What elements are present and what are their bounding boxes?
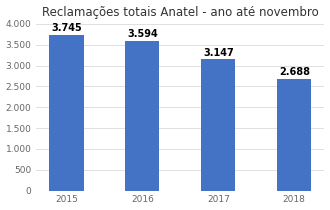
Text: 3.745: 3.745 [51,23,82,33]
Bar [50,34,83,191]
Bar [125,41,159,191]
Title: Reclamações totais Anatel - ano até novembro: Reclamações totais Anatel - ano até nove… [42,5,319,18]
Text: 2.688: 2.688 [279,67,310,77]
Text: 3.147: 3.147 [203,48,234,58]
Bar [201,59,235,191]
Bar [277,79,311,191]
Text: 3.594: 3.594 [127,29,158,39]
